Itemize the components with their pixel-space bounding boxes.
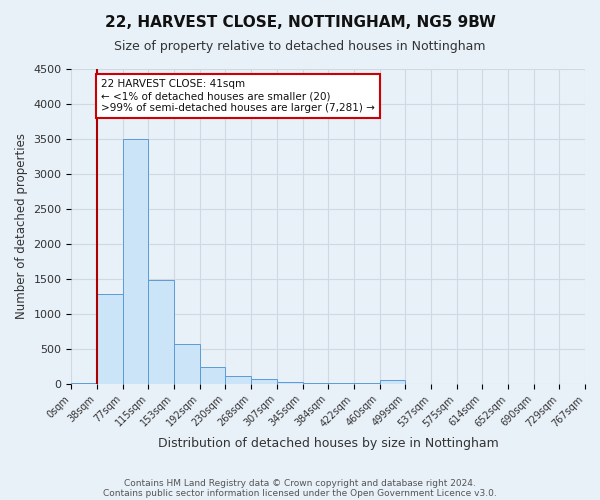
Bar <box>226 376 251 384</box>
Bar <box>123 139 148 384</box>
Y-axis label: Number of detached properties: Number of detached properties <box>15 134 28 320</box>
Bar <box>200 367 226 384</box>
Bar <box>328 383 354 384</box>
Text: 22, HARVEST CLOSE, NOTTINGHAM, NG5 9BW: 22, HARVEST CLOSE, NOTTINGHAM, NG5 9BW <box>104 15 496 30</box>
Text: 22 HARVEST CLOSE: 41sqm
← <1% of detached houses are smaller (20)
>99% of semi-d: 22 HARVEST CLOSE: 41sqm ← <1% of detache… <box>101 80 375 112</box>
Bar <box>174 344 200 384</box>
X-axis label: Distribution of detached houses by size in Nottingham: Distribution of detached houses by size … <box>158 437 499 450</box>
Bar <box>302 383 328 384</box>
Bar <box>251 378 277 384</box>
Text: Contains HM Land Registry data © Crown copyright and database right 2024.: Contains HM Land Registry data © Crown c… <box>124 478 476 488</box>
Bar <box>277 382 302 384</box>
Bar <box>97 294 123 384</box>
Bar <box>148 280 174 384</box>
Text: Contains public sector information licensed under the Open Government Licence v3: Contains public sector information licen… <box>103 488 497 498</box>
Bar <box>71 382 97 384</box>
Bar <box>380 380 405 384</box>
Text: Size of property relative to detached houses in Nottingham: Size of property relative to detached ho… <box>114 40 486 53</box>
